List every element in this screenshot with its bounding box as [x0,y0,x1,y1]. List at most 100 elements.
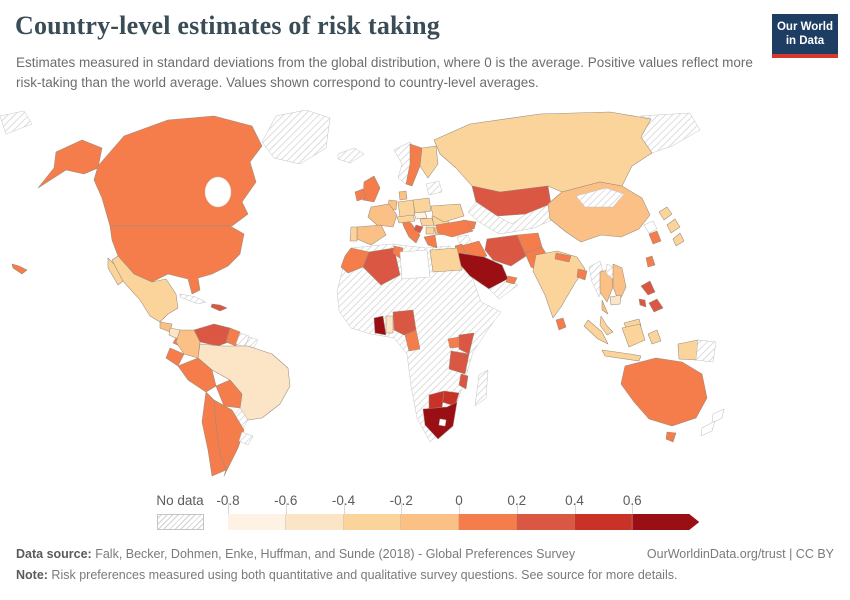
country-austria-switzerland[interactable]: Austria [396,214,416,224]
country-philippines-visayas[interactable]: Philippines [638,298,647,308]
country-italy[interactable]: Italy [400,218,421,244]
country-nigeria[interactable]: Nigeria [392,309,417,336]
no-data-swatch[interactable] [157,514,204,530]
country-russia[interactable]: Russia [433,111,653,193]
legend-color-segment[interactable] [632,514,699,530]
country-croatia[interactable]: Croatia [413,224,424,234]
country-hungary[interactable]: Hungary [419,217,435,227]
legend-tick-mark [343,503,345,514]
country-france[interactable]: France [367,203,398,228]
country-central-asia[interactable]: Uzbekistan / Turkmenistan / Kyrgyzstan [467,201,557,235]
country-bangladesh[interactable]: Bangladesh [576,268,588,281]
legend-color-segment[interactable] [516,514,575,530]
country-ukraine[interactable]: Ukraine [430,203,465,223]
country-indonesia-borneo[interactable]: Indonesia [621,323,646,348]
country-sri-lanka[interactable]: Sri Lanka [555,317,567,331]
country-denmark[interactable]: Denmark [398,190,408,201]
country-philippines-mindanao[interactable]: Philippines [648,298,664,313]
country-egypt[interactable]: Egypt [429,247,463,273]
legend-color-segment[interactable] [574,514,633,530]
country-ecuador[interactable]: Ecuador [165,347,185,367]
country-indonesia-sulawesi[interactable]: Indonesia [647,329,662,345]
country-japan-kyushu[interactable]: Japan [672,232,685,247]
country-czechia[interactable]: Czechia [413,211,428,220]
country-algeria[interactable]: Algeria [362,247,401,286]
country-ghana[interactable]: Ghana [373,315,387,336]
country-united-states-alaska[interactable]: United States [37,139,103,189]
country-north-korea[interactable]: North Korea [643,220,658,234]
country-yemen-oman[interactable]: Yemen / Oman [488,278,519,300]
country-libya[interactable]: Libya [399,249,431,280]
country-japan-honshu[interactable]: Japan [666,218,681,234]
country-greenland[interactable]: Greenland [261,109,331,165]
country-germany[interactable]: Germany [397,199,416,218]
country-thailand-peninsula[interactable]: Thailand [601,299,609,315]
country-bolivia[interactable]: Bolivia [215,379,243,409]
country-spain[interactable]: Spain [356,224,387,246]
country-madagascar[interactable]: Madagascar [474,369,489,407]
footer-note-label: Note: [16,568,48,582]
footer-rights-link[interactable]: OurWorldinData.org/trust | CC BY [646,547,834,561]
country-china[interactable]: China [547,181,651,243]
country-united-states-hawaii[interactable]: United States [11,263,28,275]
country-serbia[interactable]: Serbia [425,226,435,235]
country-finland[interactable]: Finland [419,145,439,179]
country-uae[interactable]: United Arab Emirates [505,275,518,285]
country-lesotho[interactable]: Lesotho [438,418,447,427]
country-new-zealand-north[interactable]: New Zealand [711,408,725,424]
country-tanzania[interactable]: Tanzania [448,350,470,375]
country-haiti-dominican-republic[interactable]: Haiti [210,303,228,312]
country-malaysia[interactable]: Malaysia [599,315,614,336]
legend-tick-label: -0.2 [389,493,413,508]
legend-tick-mark [632,503,634,514]
country-cuba[interactable]: Cuba [179,293,207,305]
owid-logo-line2: in Data [785,35,825,48]
legend-color-segment[interactable] [401,514,459,530]
legend-colorbar [228,514,699,530]
country-vietnam[interactable]: Vietnam [612,263,627,303]
country-greece[interactable]: Greece [423,234,438,249]
country-philippines-luzon[interactable]: Philippines [640,280,656,296]
country-japan-hokkaido[interactable]: Japan [658,206,673,221]
country-australia-tasmania[interactable]: Australia [665,431,677,443]
legend-tick-mark [401,503,403,514]
country-ireland[interactable]: Ireland [354,188,367,202]
country-uruguay[interactable]: Uruguay [238,431,254,446]
country-mexico-baja[interactable]: Mexico [107,257,124,286]
country-new-zealand-south[interactable]: New Zealand [700,420,716,437]
country-mexico[interactable]: Mexico [111,255,179,323]
country-india[interactable]: India [532,250,586,319]
legend-color-segment[interactable] [228,514,286,530]
country-indonesia-sumatra[interactable]: Indonesia [583,319,609,345]
country-south-korea[interactable]: South Korea [648,230,662,245]
owid-logo-line1: Our World [776,21,833,33]
country-canada[interactable]: Canada [93,115,263,227]
country-taiwan[interactable]: Taiwan [645,255,656,268]
country-indonesia-java[interactable]: Indonesia [601,349,642,362]
country-indonesia-papua[interactable]: Indonesia [677,339,699,361]
country-turkey[interactable]: Turkey [435,219,474,238]
no-data-region-baltics [425,180,443,196]
legend-tick-label: 0 [455,493,463,508]
country-poland[interactable]: Poland [412,197,432,214]
country-nepal[interactable]: Nepal [554,252,572,263]
country-brazil[interactable]: Brazil [197,343,291,421]
owid-logo[interactable]: Our World in Data [772,14,838,58]
country-argentina[interactable]: Argentina [213,399,245,477]
legend-tick-mark [574,503,576,514]
country-cameroon[interactable]: Cameroon [404,329,421,352]
footer-note: Note: Risk preferences measured using bo… [16,568,834,582]
legend-color-segment[interactable] [459,514,517,530]
country-malawi[interactable]: Malawi [458,373,469,390]
legend-tick-label: -0.6 [274,493,298,508]
country-benin-togo[interactable]: Benin / Togo [385,315,394,334]
country-cambodia[interactable]: Cambodia [609,294,622,306]
legend-color-segment[interactable] [343,514,402,530]
country-portugal[interactable]: Portugal [349,226,358,242]
legend-color-segment[interactable] [285,514,344,530]
country-iceland[interactable]: Iceland [337,147,365,164]
country-mongolia[interactable]: Mongolia [575,187,625,208]
country-australia[interactable]: Australia [620,357,708,427]
country-papua-new-guinea[interactable]: Papua New Guinea [695,339,717,363]
legend-tick-label: -0.4 [331,493,356,508]
